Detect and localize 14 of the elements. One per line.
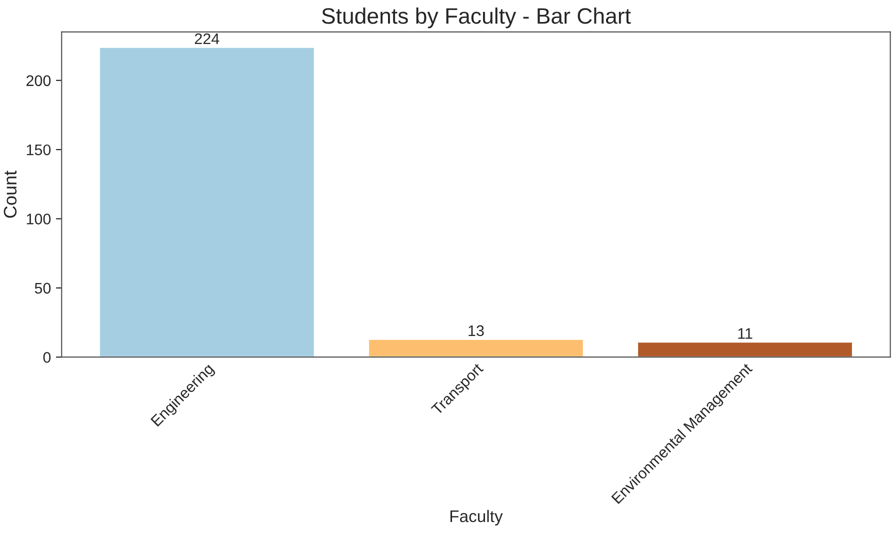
y-axis-title: Count (4, 170, 17, 218)
chart-title: Students by Faculty - Bar Chart (322, 8, 631, 28)
y-tick-label: 200 (26, 75, 51, 86)
y-tick-label: 100 (26, 214, 51, 224)
bar (368, 338, 584, 358)
data-label: 11 (738, 328, 752, 339)
y-tick-label: 50 (34, 282, 51, 294)
data-label: 224 (194, 33, 220, 44)
data-label: 13 (468, 325, 484, 336)
y-tick-label: 150 (26, 144, 51, 156)
bar (636, 341, 854, 358)
x-axis-title: Faculty (450, 510, 503, 526)
bar (98, 46, 316, 358)
y-tick-label: 0 (43, 352, 51, 363)
